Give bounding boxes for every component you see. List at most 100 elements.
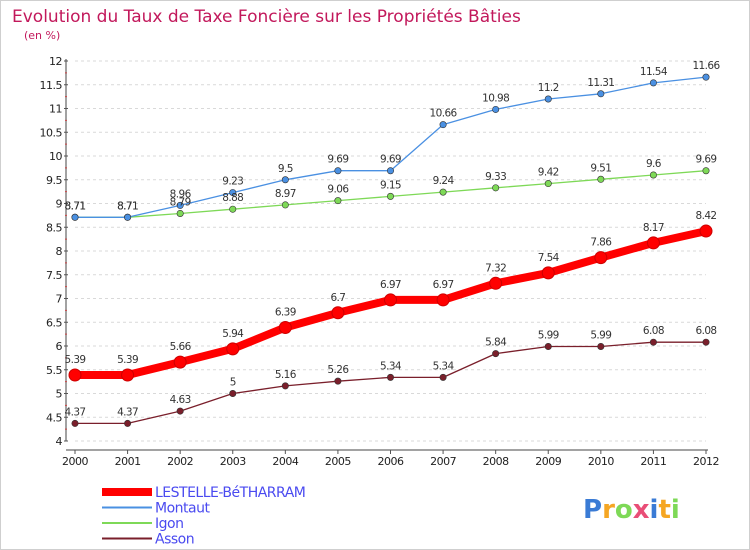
data-point (699, 224, 713, 238)
data-point (597, 175, 605, 183)
data-label: 11.31 (587, 77, 614, 89)
data-label: 9.23 (222, 176, 243, 188)
data-label: 5.26 (327, 364, 349, 376)
data-point (544, 180, 552, 188)
y-tick-label: 5.5 (46, 364, 62, 377)
x-tick-label: 2001 (115, 455, 141, 468)
data-label: 8.42 (696, 210, 717, 222)
data-labels: 5.39 5.39 5.66 5.94 6.39 6.7 6.97 6.97 7.32 7.54 7… (65, 60, 722, 418)
chart-subtitle: (en %) (24, 29, 60, 42)
data-point (68, 368, 82, 382)
y-tick-label: 11.5 (40, 79, 63, 92)
logo-letter: r (602, 495, 615, 525)
legend-label: Asson (155, 532, 194, 548)
data-label: 4.37 (65, 406, 86, 418)
data-label: 5.39 (65, 354, 86, 366)
data-label: 9.15 (380, 179, 401, 191)
data-point (492, 105, 500, 113)
data-point (278, 320, 292, 334)
y-tick-label: 4 (56, 435, 63, 448)
logo-letter: o (615, 495, 633, 525)
data-label: 8.71 (117, 200, 138, 212)
data-point (489, 276, 503, 290)
data-point (226, 342, 240, 356)
data-point (176, 201, 184, 209)
data-label: 5.84 (485, 337, 507, 349)
data-point (331, 306, 345, 320)
data-label: 5.16 (275, 369, 297, 381)
y-axis-ticks: 4 4.5 5 5.5 6 6.5 7 7.5 8 8.5 9 9.5 10 10.5 11 11.5 12 (40, 55, 68, 448)
logo-letter: t (658, 495, 670, 525)
data-label: 11.2 (538, 82, 559, 94)
data-label: 9.69 (696, 154, 717, 166)
data-point (281, 201, 289, 209)
data-label: 11.54 (640, 66, 668, 78)
data-label: 9.51 (590, 162, 611, 174)
logo-letter: i (671, 495, 680, 525)
data-point (176, 407, 184, 415)
x-tick-label: 2009 (535, 455, 561, 468)
legend-label: LESTELLE-BéTHARRAM (155, 485, 305, 501)
data-point (334, 167, 342, 175)
data-point (492, 350, 500, 358)
chart-title: Evolution du Taux de Taxe Foncière sur l… (12, 7, 521, 27)
data-point (334, 197, 342, 205)
y-tick-label: 12 (49, 55, 62, 68)
data-label: 9.69 (380, 154, 401, 166)
data-point (702, 338, 710, 346)
data-label: 5.34 (380, 360, 402, 372)
y-tick-label: 8.5 (46, 221, 62, 234)
data-label: 9.6 (646, 158, 662, 170)
x-tick-label: 2006 (378, 455, 404, 468)
data-point (436, 293, 450, 307)
data-point (492, 184, 500, 192)
logo-letter: x (633, 495, 650, 525)
data-point (541, 266, 555, 280)
data-label: 5.94 (222, 328, 244, 340)
y-tick-label: 6 (56, 340, 63, 353)
data-label: 9.5 (278, 163, 293, 175)
data-label: 8.71 (65, 200, 86, 212)
data-label: 9.24 (433, 175, 455, 187)
series-line-3 (74, 341, 707, 425)
data-point (281, 176, 289, 184)
data-label: 5.99 (590, 329, 611, 341)
y-tick-label: 11 (49, 103, 62, 116)
y-tick-label: 9 (56, 198, 63, 211)
logo-letter: P (583, 495, 602, 525)
data-point (386, 167, 394, 175)
data-label: 5.39 (117, 354, 138, 366)
data-label: 5 (230, 377, 236, 389)
x-tick-label: 2002 (167, 455, 193, 468)
data-point (176, 209, 184, 217)
data-point (597, 90, 605, 98)
y-tick-label: 4.5 (46, 411, 62, 424)
data-label: 9.42 (538, 167, 559, 179)
y-tick-label: 7 (56, 293, 63, 306)
data-label: 4.63 (170, 394, 191, 406)
data-label: 8.88 (222, 192, 243, 204)
data-label: 7.54 (538, 252, 560, 264)
data-label: 5.99 (538, 329, 559, 341)
data-point (439, 121, 447, 129)
x-tick-label: 2005 (325, 455, 351, 468)
x-tick-label: 2012 (693, 455, 719, 468)
data-point (229, 189, 237, 197)
data-point (229, 389, 237, 397)
data-point (646, 236, 660, 250)
data-label: 9.33 (485, 171, 506, 183)
data-label: 7.86 (590, 237, 612, 249)
y-tick-label: 6.5 (46, 316, 62, 329)
data-point (439, 188, 447, 196)
data-point (124, 213, 132, 221)
series-points (68, 73, 713, 427)
data-label: 8.97 (275, 188, 296, 200)
x-tick-label: 2010 (588, 455, 614, 468)
y-tick-label: 10.5 (40, 126, 63, 139)
x-tick-label: 2008 (483, 455, 509, 468)
legend-label: Montaut (155, 501, 210, 517)
data-point (173, 355, 187, 369)
data-label: 8.79 (170, 196, 191, 208)
